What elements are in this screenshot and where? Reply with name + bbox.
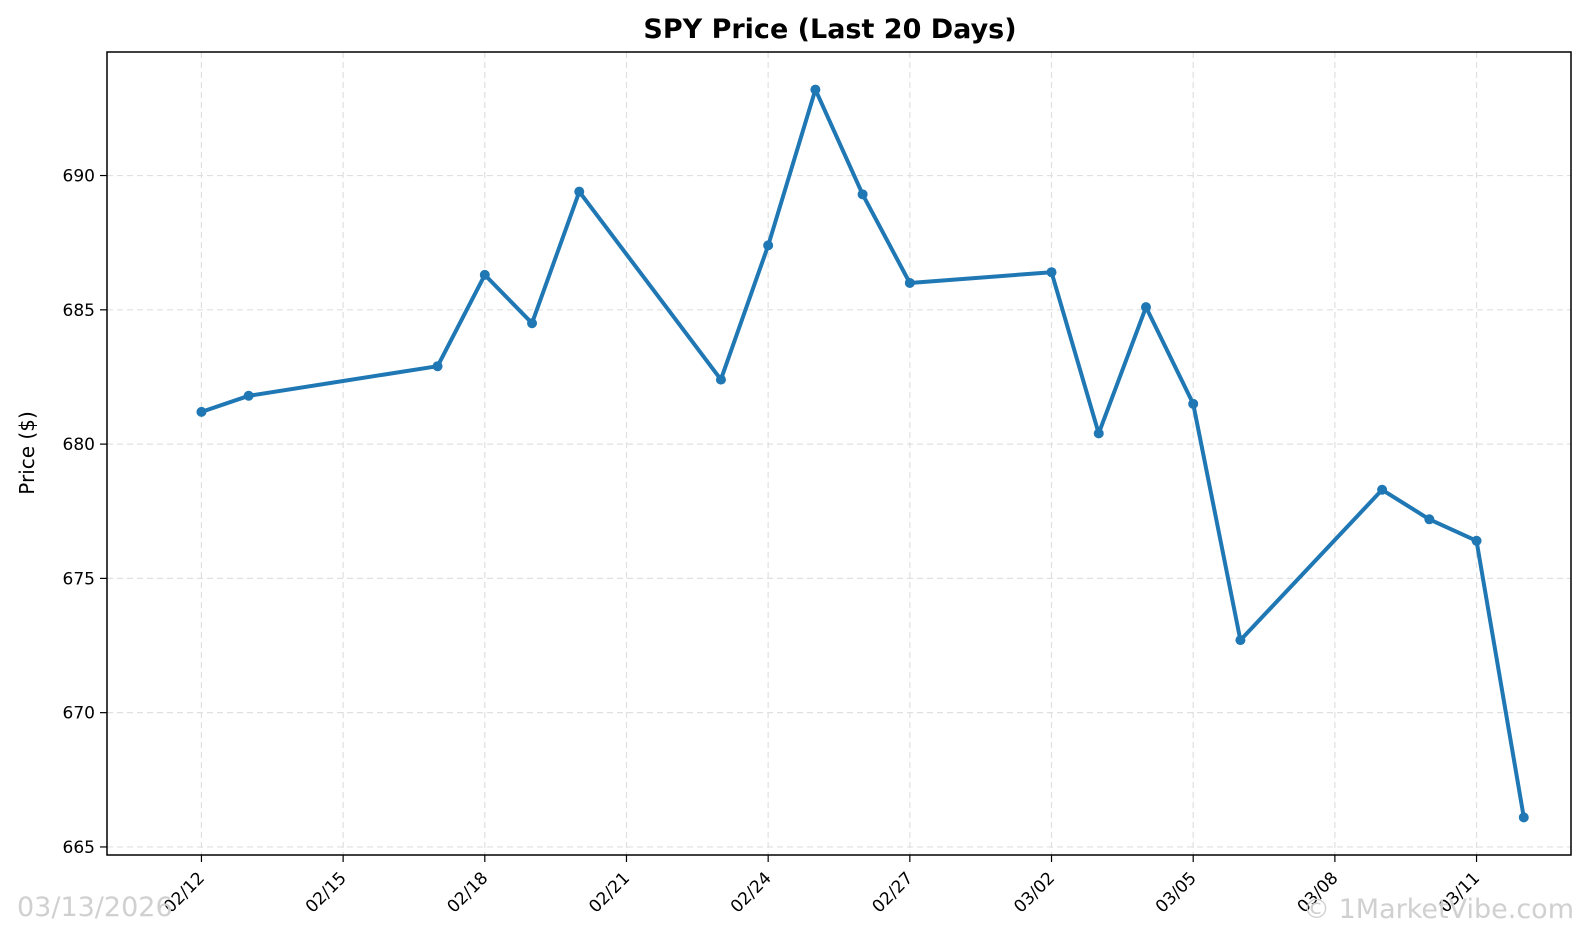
y-tick-label: 680 bbox=[63, 435, 95, 455]
y-axis: 665 670 675 680 685 690 bbox=[63, 167, 107, 858]
x-tick-label: 02/15 bbox=[302, 868, 351, 917]
data-point bbox=[432, 361, 443, 372]
data-point bbox=[574, 186, 585, 197]
data-point bbox=[810, 84, 821, 95]
data-point bbox=[1518, 812, 1529, 823]
y-tick-label: 675 bbox=[63, 569, 95, 589]
x-tick-label: 02/21 bbox=[585, 868, 634, 917]
data-point bbox=[904, 277, 915, 288]
data-point bbox=[1093, 428, 1104, 439]
data-point bbox=[763, 240, 774, 251]
data-point bbox=[1377, 484, 1388, 495]
grid-lines bbox=[107, 52, 1571, 855]
x-tick-label: 02/18 bbox=[444, 868, 493, 917]
data-point bbox=[196, 406, 207, 417]
data-point bbox=[1140, 302, 1151, 313]
data-point bbox=[243, 390, 254, 401]
x-tick-label: 02/27 bbox=[869, 868, 918, 917]
price-line bbox=[199, 87, 1526, 820]
x-tick-label: 02/24 bbox=[727, 868, 776, 917]
y-tick-label: 665 bbox=[63, 838, 95, 858]
y-tick-label: 670 bbox=[63, 704, 95, 724]
y-tick-label: 690 bbox=[63, 167, 95, 187]
data-point bbox=[857, 189, 868, 200]
data-point bbox=[1424, 514, 1435, 525]
plot-frame bbox=[106, 51, 1572, 856]
data-point bbox=[1471, 535, 1482, 546]
chart-title: SPY Price (Last 20 Days) bbox=[643, 14, 1016, 45]
series-group bbox=[196, 84, 1529, 823]
data-point bbox=[527, 318, 538, 329]
watermark-date: 03/13/2026 bbox=[17, 892, 173, 923]
data-point bbox=[715, 374, 726, 385]
x-tick-label: 03/05 bbox=[1152, 868, 1201, 917]
x-axis: 02/12 02/15 02/18 02/21 02/24 02/27 03/02 03/05… bbox=[160, 855, 1484, 917]
data-point bbox=[1188, 398, 1199, 409]
y-axis-label: Price ($) bbox=[15, 411, 39, 494]
data-point bbox=[479, 269, 490, 280]
data-point bbox=[1046, 267, 1057, 278]
y-tick-label: 685 bbox=[63, 301, 95, 321]
data-point bbox=[1235, 635, 1246, 646]
watermark-credit: © 1MarketVibe.com bbox=[1303, 894, 1574, 925]
x-tick-label: 03/02 bbox=[1010, 868, 1059, 917]
